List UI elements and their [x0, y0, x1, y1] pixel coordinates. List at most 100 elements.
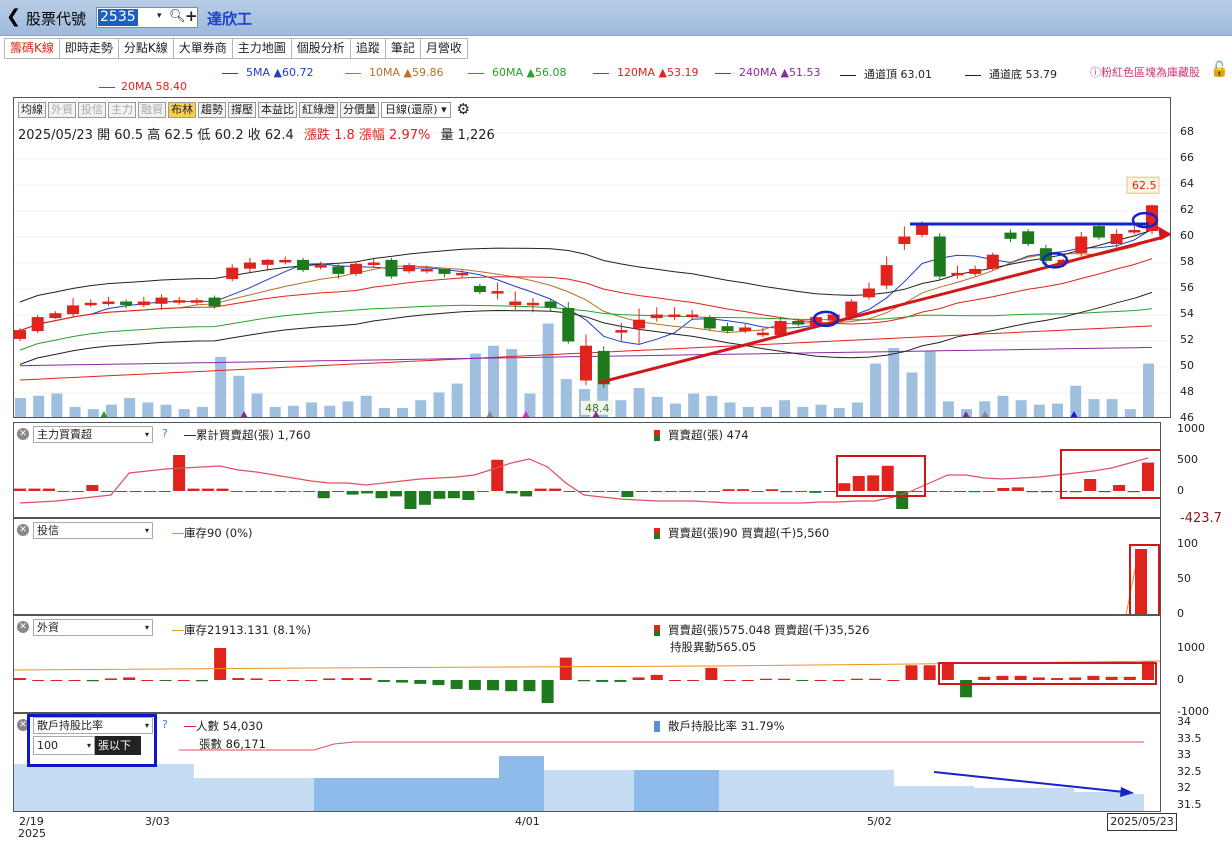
candle-body: [562, 308, 575, 342]
toolbar-button-8[interactable]: 本益比: [258, 102, 297, 118]
toolbar-button-9[interactable]: 紅綠燈: [299, 102, 338, 118]
p1-bar: [1026, 491, 1039, 493]
indicator-select[interactable]: 外資 ▾: [33, 619, 153, 636]
p1-bar: [1084, 479, 1097, 491]
p3-bar: [505, 680, 518, 692]
chart-toolbar: 均線 外資 投信 主力 融資 布林 趨勢 撐壓 本益比 紅綠燈 分價量 日線(還原) ▾ ⚙: [18, 102, 470, 118]
candle-body: [261, 259, 274, 265]
volume-bar: [706, 395, 718, 417]
volume-bar: [1088, 399, 1100, 417]
chevron-down-icon[interactable]: ▾: [157, 11, 162, 21]
ma20-line: [19, 258, 1153, 332]
axis-tick: 66: [1180, 151, 1194, 164]
p1-bar: [780, 491, 793, 493]
retail-ratio-chart[interactable]: [14, 714, 1161, 812]
candle-body: [827, 314, 840, 321]
p3-bar: [596, 680, 609, 682]
search-zoom-icon[interactable]: 🔍︎: [169, 9, 186, 24]
circle-marker: [812, 310, 840, 328]
x-label: 2/19: [19, 815, 44, 828]
volume-bar: [833, 408, 845, 417]
candle-body: [739, 327, 752, 332]
candle-body: [1092, 226, 1105, 238]
close-icon[interactable]: ✕: [17, 621, 29, 633]
tab-2[interactable]: 分點K線: [118, 38, 174, 59]
p3-bar: [814, 680, 827, 681]
toolbar-button-5[interactable]: 布林: [168, 102, 196, 118]
highlight-box: [836, 455, 926, 497]
tab-6[interactable]: 追蹤: [350, 38, 386, 59]
toolbar-button-6[interactable]: 趨勢: [198, 102, 226, 118]
trend-arrow-line: [933, 771, 1125, 793]
volume-bar: [469, 353, 481, 417]
tab-5[interactable]: 個股分析: [291, 38, 351, 59]
axis-tick: 48: [1180, 385, 1194, 398]
p3-bar: [869, 678, 882, 680]
gear-icon[interactable]: ⚙: [456, 100, 471, 118]
indicator-select[interactable]: 投信 ▾: [33, 522, 153, 539]
candle-body: [173, 300, 186, 303]
p3-bar: [832, 680, 845, 681]
retail-area: [314, 778, 499, 811]
lot-size-unit: 張以下: [95, 736, 141, 755]
candle-body: [120, 301, 133, 306]
indicator-select[interactable]: 主力買賣超 ▾: [33, 426, 153, 443]
p3-bar: [250, 678, 263, 680]
volume-bar: [360, 395, 372, 417]
tab-8[interactable]: 月營收: [420, 38, 468, 59]
p1-bar: [71, 491, 84, 492]
help-icon[interactable]: ?: [162, 427, 168, 440]
p3-bar: [50, 680, 63, 681]
stock-code-input[interactable]: 2535 ▾ 🔍︎ +: [96, 7, 198, 28]
toolbar-button-2[interactable]: 投信: [78, 102, 106, 118]
lot-size-select[interactable]: 100 ▾: [33, 736, 95, 755]
candlestick-chart[interactable]: 62.5 48.4: [14, 98, 1171, 418]
p1-bar: [144, 491, 157, 492]
volume-bar: [506, 349, 518, 417]
p1-bar: [418, 491, 431, 505]
volume-bar: [342, 401, 354, 417]
main-force-chart[interactable]: [14, 423, 1161, 518]
toolbar-button-0[interactable]: 均線: [18, 102, 46, 118]
candle-body: [208, 297, 221, 307]
toolbar-button-4[interactable]: 融資: [138, 102, 166, 118]
toolbar-button-7[interactable]: 撐壓: [228, 102, 256, 118]
unlock-icon[interactable]: 🔓: [1210, 60, 1229, 78]
period-select[interactable]: 日線(還原) ▾: [381, 102, 451, 118]
p1-bar: [881, 465, 894, 491]
foreign-chart[interactable]: [14, 616, 1161, 713]
tab-7[interactable]: 筆記: [385, 38, 421, 59]
close-icon[interactable]: ✕: [17, 428, 29, 440]
close-icon[interactable]: ✕: [17, 524, 29, 536]
help-icon[interactable]: ?: [162, 718, 168, 731]
volume-bar: [233, 375, 245, 417]
axis-tick: 68: [1180, 125, 1194, 138]
plus-icon[interactable]: +: [185, 7, 198, 25]
tab-0[interactable]: 籌碼K線: [4, 38, 60, 59]
toolbar-button-3[interactable]: 主力: [108, 102, 136, 118]
indicator-select[interactable]: 散戶持股比率 ▾: [33, 717, 153, 734]
volume-bar: [1015, 400, 1027, 417]
chevron-left-icon[interactable]: ❮: [6, 6, 22, 27]
axis-tick: 32.5: [1177, 764, 1202, 778]
tab-3[interactable]: 大單券商: [173, 38, 233, 59]
stock-code-value[interactable]: 2535: [98, 9, 138, 26]
cumulative-label: 累計買賣超(張) 1,760: [184, 427, 311, 443]
toolbar-button-10[interactable]: 分價量: [340, 102, 379, 118]
candle-body: [668, 314, 681, 317]
tab-4[interactable]: 主力地圖: [232, 38, 292, 59]
p3-bar: [1032, 677, 1045, 680]
candle-body: [279, 259, 292, 263]
p1-bar: [317, 491, 330, 499]
investment-trust-chart[interactable]: [14, 519, 1161, 615]
p1-bar: [129, 491, 142, 492]
volume-bar: [524, 393, 536, 417]
p1-bar: [1040, 491, 1053, 493]
marker-triangle: [1070, 411, 1078, 417]
tab-1[interactable]: 即時走勢: [59, 38, 119, 59]
volume-bar: [560, 379, 572, 417]
candle-body: [544, 301, 557, 308]
p1-bar: [491, 459, 504, 491]
close-icon[interactable]: ✕: [17, 719, 29, 731]
toolbar-button-1[interactable]: 外資: [48, 102, 76, 118]
